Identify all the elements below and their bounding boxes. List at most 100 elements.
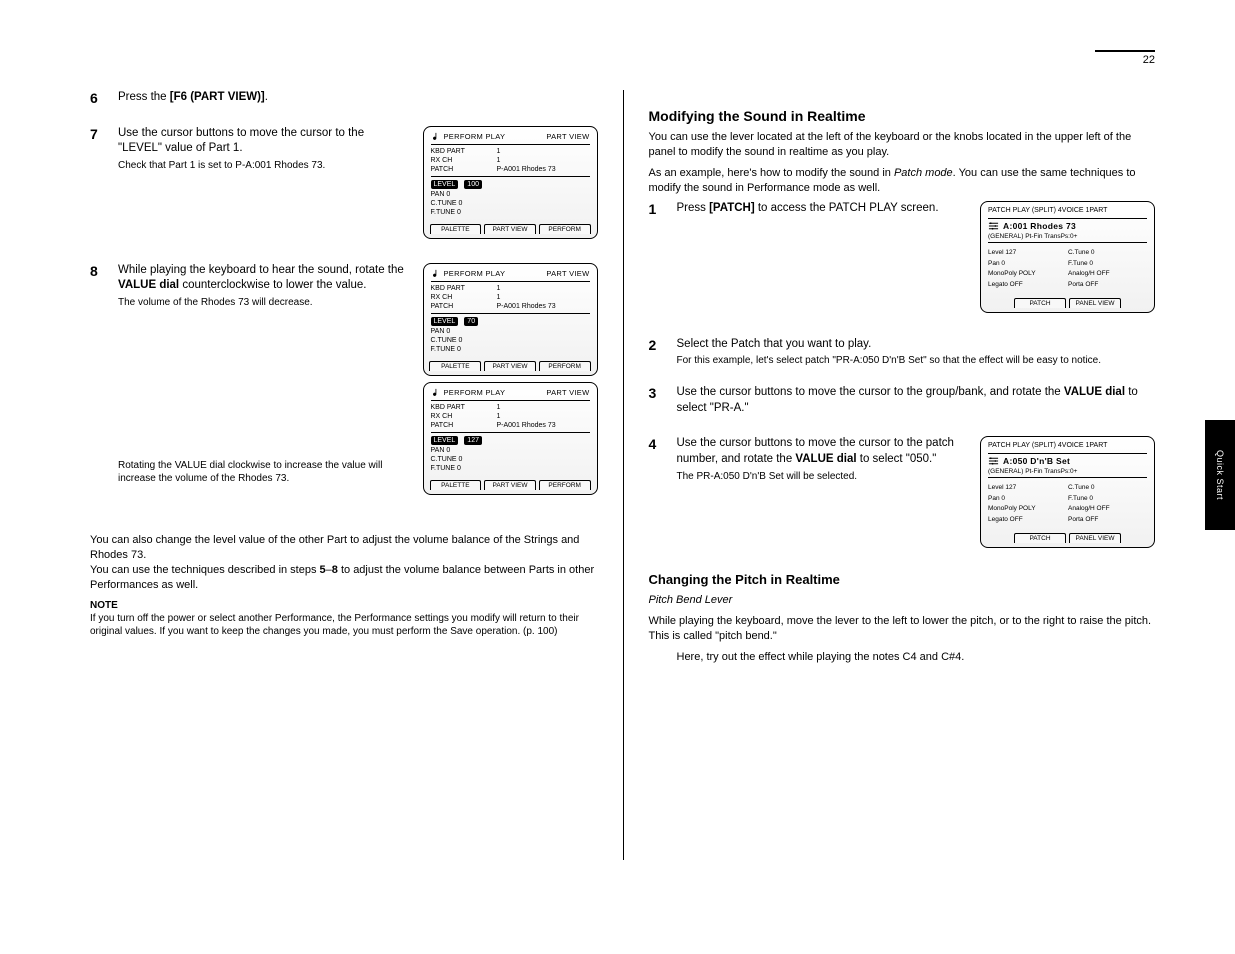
lcd-row-label: KBD PART	[431, 285, 491, 292]
step-6: 6 Press the [F6 (PART VIEW)].	[90, 90, 598, 108]
music-note-icon	[431, 269, 440, 279]
sliders-icon	[988, 221, 999, 231]
lcd-tab: PERFORM	[539, 224, 591, 234]
note-label: NOTE	[90, 600, 118, 611]
step-4: 4 Use the cursor buttons to move the cur…	[649, 436, 1156, 554]
note-block: NOTE If you turn off the power or select…	[90, 599, 598, 638]
lcd-grid-item: Analog/H OFF	[1068, 504, 1140, 514]
paragraph: Here, try out the effect while playing t…	[677, 650, 1156, 665]
step-number: 3	[649, 385, 663, 418]
step-number: 8	[90, 263, 104, 501]
lcd-subtitle: PART VIEW	[546, 269, 589, 278]
step-subtext: The volume of the Rhodes 73 will decreas…	[118, 296, 409, 309]
step-number: 4	[649, 436, 663, 554]
lcd-row-value: F.TUNE 0	[431, 465, 461, 472]
section-title: Modifying the Sound in Realtime	[649, 108, 1156, 124]
lcd-screenshot: PERFORM PLAY PART VIEW KBD PART1 RX CH1 …	[423, 382, 598, 495]
lcd-row-value: F.TUNE 0	[431, 346, 461, 353]
lcd-tab: PART VIEW	[484, 224, 536, 234]
step-text: Use the cursor buttons to move the curso…	[677, 385, 1156, 416]
step-8: 8 While playing the keyboard to hear the…	[90, 263, 598, 501]
lcd-screenshot: PERFORM PLAY PART VIEW KBD PART1 RX CH1 …	[423, 263, 598, 376]
note-text: If you turn off the power or select anot…	[90, 613, 579, 637]
paragraph: You can also change the level value of t…	[90, 519, 598, 593]
step-subtext: The PR-A:050 D'n'B Set will be selected.	[677, 470, 967, 483]
lcd-row-label: RX CH	[431, 413, 491, 420]
paragraph: You can use the lever located at the lef…	[649, 130, 1156, 160]
lcd-grid-item: C.Tune 0	[1068, 483, 1140, 493]
step-subtext: Check that Part 1 is set to P-A:001 Rhod…	[118, 159, 409, 172]
lcd-tab: PERFORM	[539, 361, 591, 371]
lcd-active-label: LEVEL	[431, 317, 459, 326]
lcd-grid-item: Pan 0	[988, 494, 1060, 504]
step-3: 3 Use the cursor buttons to move the cur…	[649, 385, 1156, 418]
paragraph: While playing the keyboard, move the lev…	[649, 614, 1156, 644]
key-label: [F6 (PART VIEW)]	[170, 91, 265, 103]
lcd-active-label: LEVEL	[431, 180, 459, 189]
step-text: Use the cursor buttons to move the curso…	[677, 436, 967, 467]
text: to select "050."	[857, 453, 937, 465]
lcd-grid-item: Level 127	[988, 483, 1060, 493]
step-subtext: For this example, let's select patch "PR…	[677, 354, 1156, 367]
lcd-tab: PART VIEW	[484, 361, 536, 371]
music-note-icon	[431, 132, 440, 142]
lcd-tab: PALETTE	[430, 224, 482, 234]
music-note-icon	[431, 388, 440, 398]
lcd-row-label: RX CH	[431, 157, 491, 164]
lcd-grid-item: Porta OFF	[1068, 280, 1140, 290]
lcd-title: A:001 Rhodes 73	[1003, 221, 1147, 231]
text: Press	[677, 202, 710, 214]
lcd-tab: PATCH	[1014, 533, 1066, 543]
lcd-grid-item: Legato OFF	[988, 280, 1060, 290]
lcd-row-value: P-A001 Rhodes 73	[497, 166, 556, 173]
page-number: 22	[1095, 50, 1155, 66]
lcd-tab: PANEL VIEW	[1069, 298, 1121, 308]
lcd-row-value: 1	[497, 404, 501, 411]
lcd-subtitle: PART VIEW	[546, 388, 589, 397]
lcd-tab: PATCH	[1014, 298, 1066, 308]
lcd-subtitle: PART VIEW	[546, 132, 589, 141]
step-7: 7 Use the cursor buttons to move the cur…	[90, 126, 598, 245]
lcd-row-label: RX CH	[431, 294, 491, 301]
lcd-grid-item: Level 127	[988, 248, 1060, 258]
lcd-active-value: 70	[464, 317, 478, 326]
step-text: Press [PATCH] to access the PATCH PLAY s…	[677, 201, 967, 217]
text: to access the PATCH PLAY screen.	[755, 202, 939, 214]
step-text: Select the Patch that you want to play.	[677, 337, 1156, 353]
lcd-row-label: PATCH	[431, 166, 491, 173]
lcd-row-label: PATCH	[431, 422, 491, 429]
lcd-row-value: P-A001 Rhodes 73	[497, 422, 556, 429]
lcd-grid-item: Analog/H OFF	[1068, 269, 1140, 279]
text: Patch mode	[894, 167, 953, 179]
lcd-row-value: C.TUNE 0	[431, 337, 463, 344]
lcd-active-label: LEVEL	[431, 436, 459, 445]
lcd-row-value: 1	[497, 148, 501, 155]
step-number: 2	[649, 337, 663, 368]
right-column: Modifying the Sound in Realtime You can …	[623, 90, 1156, 860]
text: While playing the keyboard to hear the s…	[118, 264, 404, 276]
lcd-top-line: PATCH PLAY (SPLIT) 4VOICE 1PART	[988, 442, 1147, 451]
lcd-grid-item: Porta OFF	[1068, 515, 1140, 525]
lcd-row-value: 1	[497, 413, 501, 420]
step-number: 7	[90, 126, 104, 245]
lcd-active-value: 100	[464, 180, 482, 189]
lcd-row-label: PATCH	[431, 303, 491, 310]
lcd-row-value: PAN 0	[431, 191, 451, 198]
lcd-row-value: 1	[497, 157, 501, 164]
lcd-tab: PANEL VIEW	[1069, 533, 1121, 543]
lcd-row-label: KBD PART	[431, 148, 491, 155]
key-label: VALUE dial	[795, 453, 856, 465]
step-text: Use the cursor buttons to move the curso…	[118, 126, 409, 157]
lcd-subtitle: (GENERAL) Pt-Fin TransPs:0+	[988, 233, 1147, 240]
lcd-screenshot: PATCH PLAY (SPLIT) 4VOICE 1PART A:001 Rh…	[980, 201, 1155, 313]
lcd-screenshot: PERFORM PLAY PART VIEW KBD PART1 RX CH1 …	[423, 126, 598, 239]
key-label: VALUE dial	[175, 460, 225, 471]
lcd-row-value: C.TUNE 0	[431, 456, 463, 463]
key-label: VALUE dial	[1064, 386, 1125, 398]
step-text: While playing the keyboard to hear the s…	[118, 263, 409, 294]
text: counterclockwise to lower the value.	[179, 279, 366, 291]
key-label: [PATCH]	[709, 202, 755, 214]
text: Rotating the	[118, 460, 175, 471]
lcd-tab: PERFORM	[539, 480, 591, 490]
text: Press the	[118, 91, 170, 103]
